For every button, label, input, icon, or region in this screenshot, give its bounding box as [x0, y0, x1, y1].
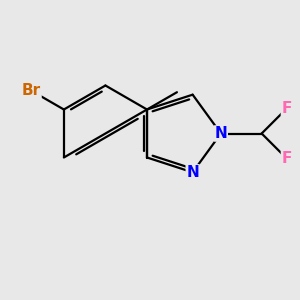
- Text: F: F: [281, 151, 292, 166]
- Text: N: N: [186, 165, 199, 180]
- Text: F: F: [281, 101, 292, 116]
- Text: N: N: [214, 126, 227, 141]
- Text: Br: Br: [22, 83, 41, 98]
